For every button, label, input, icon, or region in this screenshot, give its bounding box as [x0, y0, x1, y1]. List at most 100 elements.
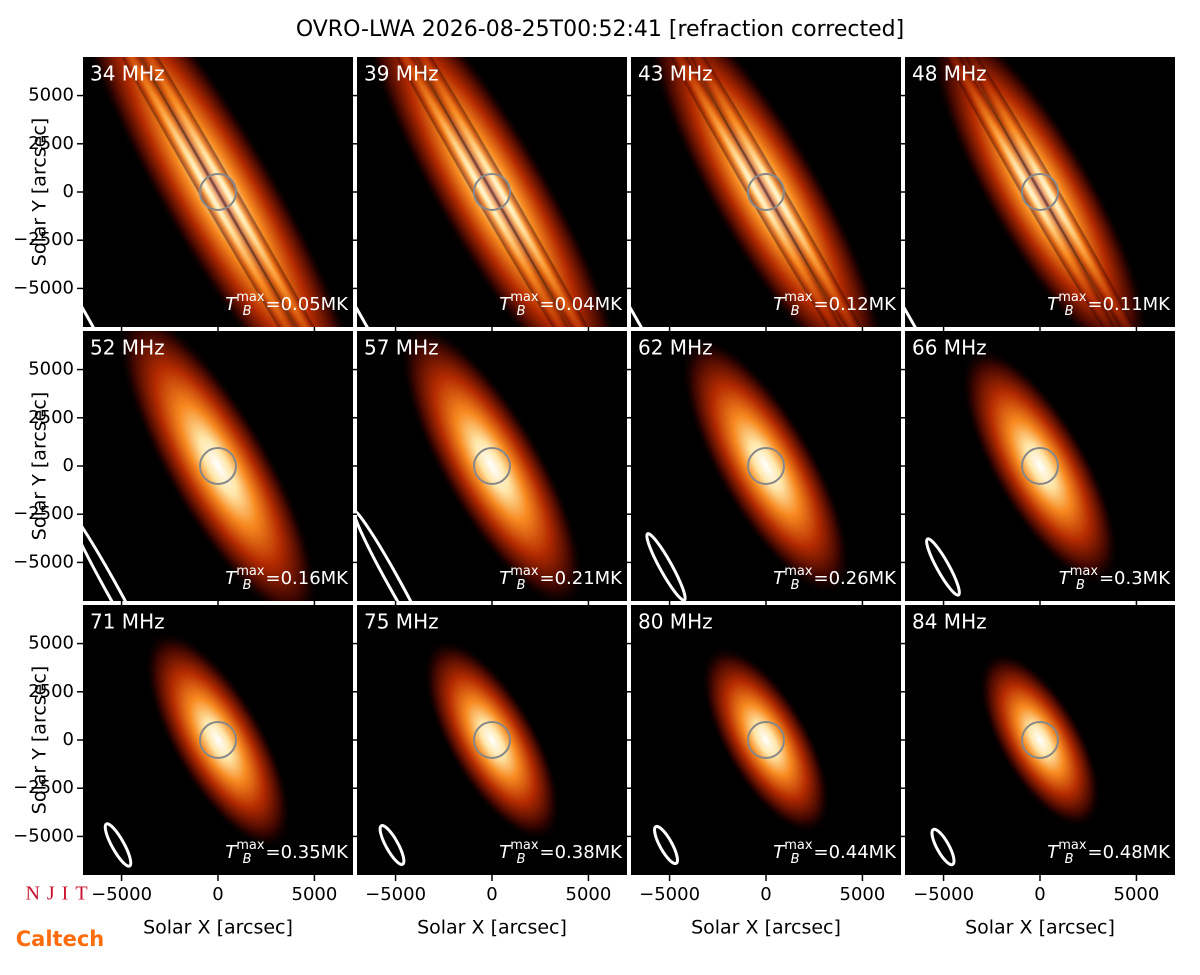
frequency-label: 80 MHz [638, 610, 713, 634]
solar-limb [473, 447, 511, 485]
frequency-label: 43 MHz [638, 62, 713, 86]
emission-streak [942, 57, 1165, 327]
y-tick-label: −5000 [13, 277, 74, 298]
tb-value: 0.3MK [1114, 568, 1171, 589]
emission [116, 331, 320, 601]
tb-sub: B [243, 852, 252, 867]
tb-symbol: T [773, 842, 786, 863]
panel-image [357, 57, 627, 327]
tb-symbol: T [1047, 294, 1060, 315]
solar-limb [473, 721, 511, 759]
tb-sup: max [236, 838, 265, 853]
x-tick-label: 5000 [566, 884, 612, 905]
frequency-label: 39 MHz [364, 62, 439, 86]
beam [378, 824, 406, 866]
tb-max-label: Tmax B =0.16MK [225, 564, 349, 593]
x-tick-label: 0 [760, 884, 771, 905]
emission [960, 346, 1120, 586]
beam [103, 822, 133, 868]
tb-value: 0.26MK [829, 568, 898, 589]
tb-symbol: T [773, 294, 786, 315]
panel: 66 MHz Tmax B =0.3MK [899, 331, 1175, 607]
y-tick-label: 2500 [28, 681, 74, 702]
frequency-label: 84 MHz [912, 610, 987, 634]
tb-eq: = [1087, 294, 1102, 315]
tb-eq: = [539, 568, 554, 589]
x-tick-label: −5000 [91, 884, 152, 905]
tb-symbol: T [499, 294, 512, 315]
tb-sub: B [517, 852, 526, 867]
tb-sup: max [510, 838, 539, 853]
tb-value: 0.44MK [829, 842, 898, 863]
tb-sub: B [791, 578, 800, 593]
frequency-label: 57 MHz [364, 336, 439, 360]
tb-sub: B [517, 304, 526, 319]
panel-image [357, 331, 627, 601]
tb-value: 0.04MK [555, 294, 624, 315]
tb-sup: max [510, 564, 539, 579]
tb-value: 0.05MK [281, 294, 350, 315]
panel-image [905, 605, 1175, 875]
tb-value: 0.16MK [281, 568, 350, 589]
tb-eq: = [539, 842, 554, 863]
beam [357, 509, 434, 601]
tb-eq: = [265, 842, 280, 863]
y-tick-label: −5000 [13, 825, 74, 846]
x-tick-label: 0 [486, 884, 497, 905]
solar-limb [747, 721, 785, 759]
x-tick-label: −5000 [913, 884, 974, 905]
tb-max-label: Tmax B =0.35MK [225, 838, 349, 867]
tb-max-label: Tmax B =0.44MK [773, 838, 897, 867]
tb-symbol: T [1047, 842, 1060, 863]
tb-eq: = [813, 294, 828, 315]
solar-limb [473, 173, 511, 211]
emission [144, 630, 292, 850]
panel-image [83, 605, 353, 875]
frequency-label: 48 MHz [912, 62, 987, 86]
tb-sup: max [784, 564, 813, 579]
x-tick-label: 0 [1034, 884, 1045, 905]
tb-sup: max [236, 564, 265, 579]
y-tick-label: 2500 [28, 407, 74, 428]
panel: 34 MHz Tmax B =0.05MK −5000 −2500 0 2500 5000 Sol… [13, 57, 353, 333]
tb-max-label: Tmax B =0.38MK [499, 838, 623, 867]
tb-sup: max [1058, 290, 1087, 305]
y-tick-label: −2500 [13, 777, 74, 798]
logo-caltech: Caltech [16, 927, 104, 951]
tb-sub: B [517, 578, 526, 593]
y-tick-label: 0 [63, 729, 74, 750]
frequency-label: 71 MHz [90, 610, 165, 634]
panel-image [905, 331, 1175, 601]
tb-sup: max [1058, 838, 1087, 853]
y-tick-label: 0 [63, 181, 74, 202]
panel: 80 MHz Tmax B =0.44MK −5000 0 5000 Solar X [arc… [625, 605, 901, 939]
beam [645, 532, 687, 601]
tb-sup: max [236, 290, 265, 305]
beam [653, 824, 679, 866]
panel-image [631, 57, 901, 327]
x-axis-label: Solar X [arcsec] [965, 917, 1115, 939]
tb-sub: B [1076, 578, 1085, 593]
solar-limb [199, 721, 237, 759]
panel: 71 MHz Tmax B =0.35MK −5000 −2500 0 2500 5000 −50… [13, 605, 353, 939]
beam [925, 537, 961, 597]
tb-sub: B [791, 304, 800, 319]
x-axis-label: Solar X [arcsec] [143, 917, 293, 939]
panel-image [83, 331, 353, 601]
logo-njit: NJIT [25, 883, 94, 905]
emission-streak [83, 57, 353, 327]
y-tick-label: 5000 [28, 633, 74, 654]
x-tick-label: −5000 [639, 884, 700, 905]
y-axis-label: Solar Y [arcsec] [29, 118, 51, 266]
panel-image [905, 57, 1175, 327]
solar-limb [199, 173, 237, 211]
y-tick-label: 5000 [28, 359, 74, 380]
tb-symbol: T [1059, 568, 1072, 589]
tb-value: 0.38MK [555, 842, 624, 863]
tb-eq: = [1087, 842, 1102, 863]
tb-eq: = [1099, 568, 1114, 589]
tb-eq: = [265, 294, 280, 315]
x-axis-label: Solar X [arcsec] [691, 917, 841, 939]
tb-max-label: Tmax B =0.05MK [225, 290, 349, 319]
